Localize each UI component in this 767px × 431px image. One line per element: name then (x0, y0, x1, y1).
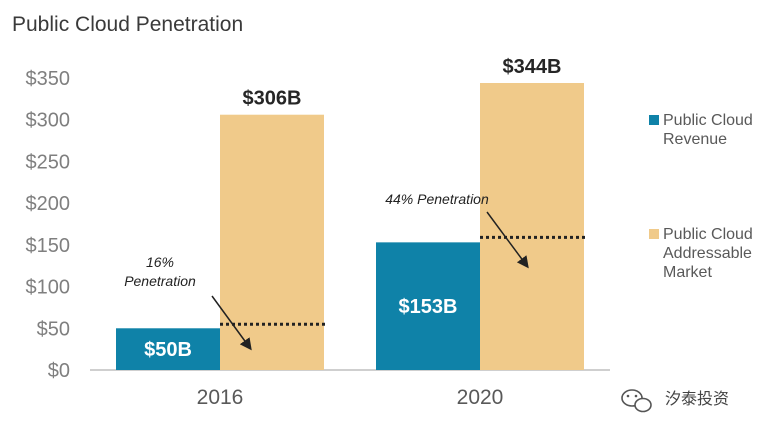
revenue-bar (376, 242, 480, 370)
penetration-annotation: 16% (146, 254, 174, 270)
y-tick-label: $350 (26, 68, 71, 90)
revenue-bar-label: $50B (144, 339, 192, 361)
penetration-annotation: Penetration (124, 273, 196, 289)
market-bar-label: $344B (503, 56, 562, 78)
revenue-bar-label: $153B (399, 296, 458, 318)
legend-label: Revenue (663, 131, 727, 148)
legend-label: Market (663, 264, 712, 281)
y-tick-label: $250 (26, 151, 71, 173)
penetration-annotation: 44% Penetration (385, 191, 489, 207)
market-bar-label: $306B (243, 88, 302, 110)
y-tick-label: $50 (37, 318, 70, 340)
chart-title: Public Cloud Penetration (12, 13, 243, 36)
legend-swatch (649, 115, 659, 125)
penetration-arrow (211, 295, 252, 351)
watermark-text: 汐泰投资 (665, 389, 729, 408)
y-tick-label: $150 (26, 235, 71, 257)
x-category-label: 2016 (197, 386, 244, 409)
legend-label: Addressable (663, 245, 752, 262)
legend-label: Public Cloud (663, 112, 753, 129)
market-bar (220, 114, 324, 370)
x-category-label: 2020 (457, 386, 504, 409)
legend-swatch (649, 229, 659, 239)
y-tick-label: $100 (26, 277, 71, 299)
y-tick-label: $300 (26, 110, 71, 132)
wechat-logo-icon (621, 389, 652, 413)
legend-label: Public Cloud (663, 226, 753, 243)
revenue-bar (116, 328, 220, 370)
y-tick-label: $0 (48, 360, 70, 382)
y-tick-label: $200 (26, 193, 71, 215)
penetration-arrow (486, 211, 529, 269)
market-bar (480, 83, 584, 371)
